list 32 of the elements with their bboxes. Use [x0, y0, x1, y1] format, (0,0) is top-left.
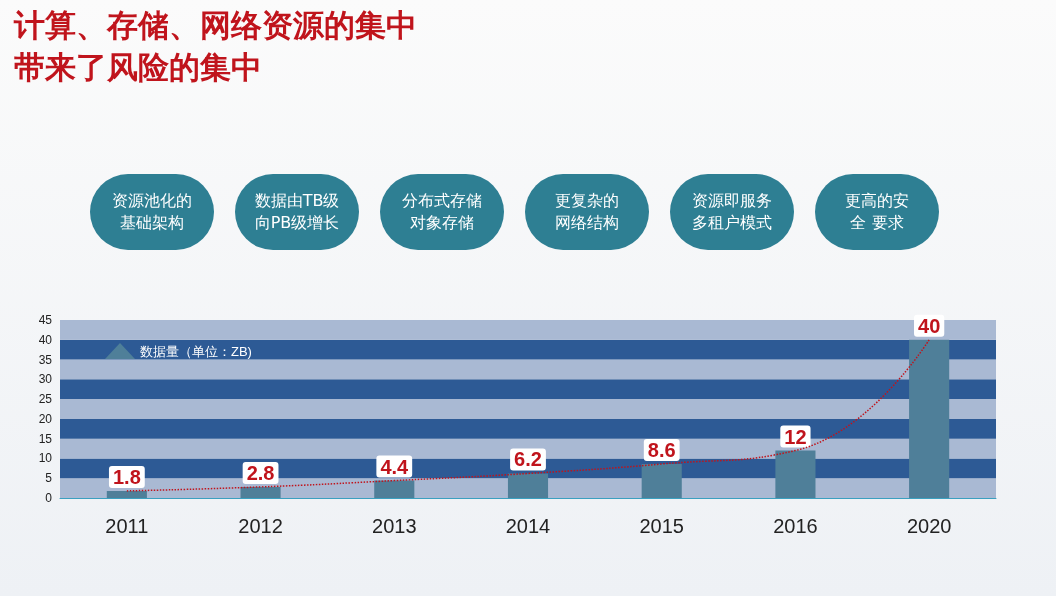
y-tick-label: 25	[38, 392, 53, 407]
text: 更复杂的网络结构	[554, 190, 620, 234]
data-label: 6.2	[514, 448, 542, 471]
text: 更高的安全 要求	[844, 190, 910, 234]
text: 分布式存储对象存储	[401, 190, 483, 234]
y-tick-label: 30	[38, 372, 53, 387]
x-tick-label: 2014	[505, 515, 551, 537]
x-tick-label: 2015	[639, 515, 684, 537]
y-tick-label: 35	[38, 352, 53, 367]
y-tick-label: 45	[38, 313, 53, 327]
data-label: 8.6	[647, 438, 676, 461]
data-label: 12	[784, 425, 807, 448]
text: 资源即服务多租户模式	[691, 190, 773, 234]
x-tick-label: 2016	[773, 515, 818, 537]
y-tick-label: 40	[38, 332, 53, 347]
y-tick-label: 0	[45, 491, 53, 505]
legend-label: 数据量（单位：ZB)	[140, 343, 252, 359]
text: 资源池化的基础架构	[111, 190, 193, 234]
x-tick-label: 2020	[906, 515, 952, 537]
data-label: 1.8	[112, 465, 141, 488]
x-tick-label: 2011	[105, 515, 149, 537]
y-tick-label: 10	[38, 451, 53, 466]
data-label: 4.4	[380, 455, 410, 478]
data-label: 40	[918, 314, 941, 337]
data-label: 2.8	[246, 461, 275, 484]
x-tick-label: 2013	[372, 515, 417, 537]
y-tick-label: 20	[38, 411, 53, 426]
y-tick-label: 5	[45, 471, 53, 486]
text: 数据由TB级向PB级增长	[253, 190, 341, 234]
chart-title: 计算、存储、网络资源的集中带来了风险的集中	[14, 6, 418, 87]
x-tick-label: 2012	[238, 515, 283, 537]
y-tick-label: 15	[38, 431, 53, 446]
